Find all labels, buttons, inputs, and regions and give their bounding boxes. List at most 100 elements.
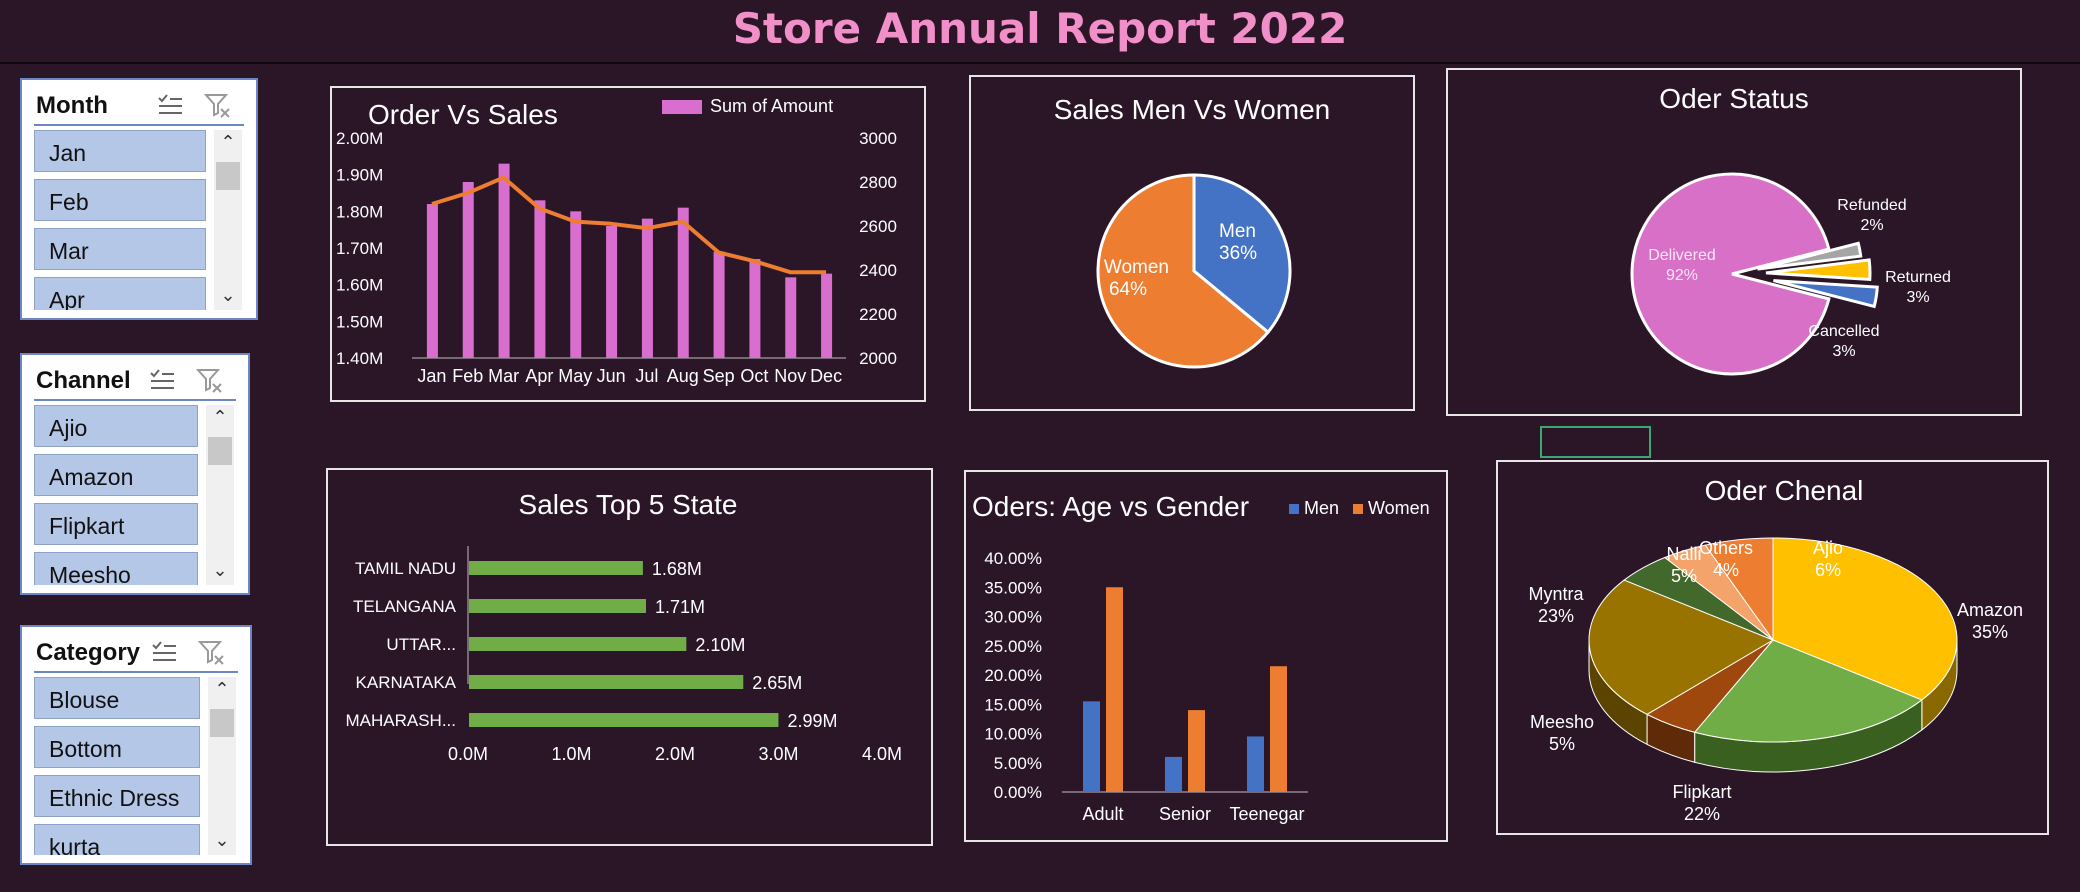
- bar: [498, 163, 510, 358]
- bar: [469, 561, 643, 575]
- pie-slice-women: [1096, 173, 1271, 369]
- slicer-item-bottom[interactable]: Bottom: [34, 726, 200, 768]
- pie-label-returned: Returned: [1885, 269, 1951, 286]
- order-channel-panel: Oder Chenal Amazon 35% Flipkart 22% Meesho 5% M…: [1496, 460, 2049, 835]
- x-tick-label: Adult: [1082, 804, 1123, 824]
- pie-pct-others: 4%: [1713, 560, 1739, 580]
- pie-label-others: Others: [1699, 538, 1753, 558]
- age-gender-panel: Oders: Age vs Gender Men Women 40.00% 35.00%…: [964, 470, 1448, 842]
- month-slicer: Month Jan Feb Mar Apr ⌃ ⌄: [20, 78, 258, 320]
- bar: [641, 218, 653, 358]
- clear-filter-icon[interactable]: [196, 367, 224, 395]
- age-gender-chart: Oders: Age vs Gender Men Women 40.00% 35.00%…: [972, 491, 1430, 824]
- legend-swatch: [662, 100, 702, 114]
- pie-pct-myntra: 23%: [1538, 606, 1574, 626]
- scroll-up-icon[interactable]: ⌃: [212, 407, 228, 427]
- pie-label-delivered: Delivered: [1648, 247, 1716, 264]
- y-tick-label: UTTAR...: [386, 635, 456, 654]
- x-tick-label: Teenegar: [1229, 804, 1304, 824]
- slicer-scrollbar[interactable]: ⌃ ⌄: [208, 677, 236, 855]
- bar: [426, 204, 438, 358]
- clear-filter-icon[interactable]: [198, 639, 226, 667]
- pie-label-flipkart: Flipkart: [1672, 782, 1731, 802]
- order-status-chart: Oder Status Delivered 92% Refunded 2% Returne…: [1630, 83, 1951, 376]
- y-tick-label: 1.40M: [336, 349, 383, 368]
- y-tick-label: MAHARASH...: [345, 711, 456, 730]
- slicer-title: Channel: [36, 367, 131, 394]
- legend-label: Sum of Amount: [710, 96, 833, 116]
- x-tick-label: 2.0M: [655, 744, 695, 764]
- y-tick-label: 10.00%: [984, 725, 1042, 744]
- slicer-item-mar[interactable]: Mar: [34, 228, 206, 270]
- slicer-scrollbar[interactable]: ⌃ ⌄: [206, 405, 234, 585]
- slicer-item-feb[interactable]: Feb: [34, 179, 206, 221]
- slicer-item-meesho[interactable]: Meesho: [34, 552, 198, 585]
- pie-pct-refunded: 2%: [1860, 217, 1883, 234]
- bar: [469, 599, 646, 613]
- order-vs-sales-panel: Order Vs Sales Sum of Amount 2.00M 1.90M 1.8…: [330, 86, 926, 402]
- scroll-up-icon[interactable]: ⌃: [214, 679, 230, 699]
- y-tick-label: 1.50M: [336, 312, 383, 331]
- scroll-down-icon[interactable]: ⌄: [212, 560, 228, 580]
- y-tick-label: 40.00%: [984, 549, 1042, 568]
- y-tick-label: 25.00%: [984, 637, 1042, 656]
- scroll-thumb[interactable]: [210, 709, 234, 737]
- sales-men-women-panel: Sales Men Vs Women Men 36% Women 64%: [969, 75, 1415, 411]
- bar: [534, 200, 546, 358]
- bar: [1188, 710, 1205, 792]
- pie-slice-amazon: [1772, 537, 1958, 701]
- multi-select-icon[interactable]: [150, 639, 178, 667]
- data-label: 2.99M: [787, 711, 837, 731]
- scroll-down-icon[interactable]: ⌄: [220, 285, 236, 305]
- x-tick-label: 0.0M: [448, 744, 488, 764]
- scroll-down-icon[interactable]: ⌄: [214, 830, 230, 850]
- slicer-item-ethnic-dress[interactable]: Ethnic Dress: [34, 775, 200, 817]
- bar: [1270, 666, 1287, 792]
- scroll-up-icon[interactable]: ⌃: [220, 132, 236, 152]
- slicer-title: Month: [36, 92, 108, 119]
- slicer-scrollbar[interactable]: ⌃ ⌄: [214, 130, 242, 310]
- slicer-item-kurta[interactable]: kurta: [34, 824, 200, 855]
- x-tick-label: Jan: [417, 366, 446, 386]
- pie-label-cancelled: Cancelled: [1808, 323, 1879, 340]
- pie-label-women: Women: [1104, 257, 1169, 278]
- title-bar: [0, 0, 2080, 64]
- multi-select-icon[interactable]: [156, 92, 184, 120]
- multi-select-icon[interactable]: [148, 367, 176, 395]
- slicer-item-ajio[interactable]: Ajio: [34, 405, 198, 447]
- slicer-title: Category: [36, 639, 141, 666]
- bar: [469, 637, 687, 651]
- y2-tick-label: 3000: [859, 129, 897, 148]
- channel-slicer: Channel Ajio Amazon Flipkart Meesho ⌃ ⌄: [20, 353, 250, 595]
- pie-pct-cancelled: 3%: [1832, 343, 1855, 360]
- y-tick-label: 0.00%: [994, 783, 1042, 802]
- selected-cell[interactable]: [1540, 426, 1651, 458]
- x-tick-label: Oct: [740, 366, 768, 386]
- x-tick-label: Aug: [667, 366, 699, 386]
- y-tick-label: 1.70M: [336, 239, 383, 258]
- y2-tick-label: 2200: [859, 305, 897, 324]
- y-tick-label: 5.00%: [994, 754, 1042, 773]
- chart-title: Oder Status: [1659, 83, 1808, 114]
- slicer-item-flipkart[interactable]: Flipkart: [34, 503, 198, 545]
- scroll-thumb[interactable]: [208, 437, 232, 465]
- chart-title: Sales Top 5 State: [519, 489, 738, 520]
- slicer-item-apr[interactable]: Apr: [34, 277, 206, 310]
- slicer-item-blouse[interactable]: Blouse: [34, 677, 200, 719]
- bar: [606, 226, 618, 358]
- x-tick-label: Apr: [525, 366, 553, 386]
- bar: [677, 207, 689, 358]
- pie-pct-amazon: 35%: [1972, 622, 2008, 642]
- pie-label-myntra: Myntra: [1528, 584, 1584, 604]
- scroll-thumb[interactable]: [216, 162, 240, 190]
- sales-top-state-chart: Sales Top 5 State TAMIL NADU 1.68M TELANGAN…: [345, 489, 902, 764]
- slicer-item-jan[interactable]: Jan: [34, 130, 206, 172]
- slicer-item-amazon[interactable]: Amazon: [34, 454, 198, 496]
- line-series: [431, 175, 827, 275]
- pie-slice-myntra: [1588, 579, 1775, 715]
- pie-slice-men: [1192, 173, 1292, 335]
- clear-filter-icon[interactable]: [204, 92, 232, 120]
- sales-top-state-panel: Sales Top 5 State TAMIL NADU 1.68M TELANGAN…: [326, 468, 933, 846]
- y-tick-label: TAMIL NADU: [355, 559, 456, 578]
